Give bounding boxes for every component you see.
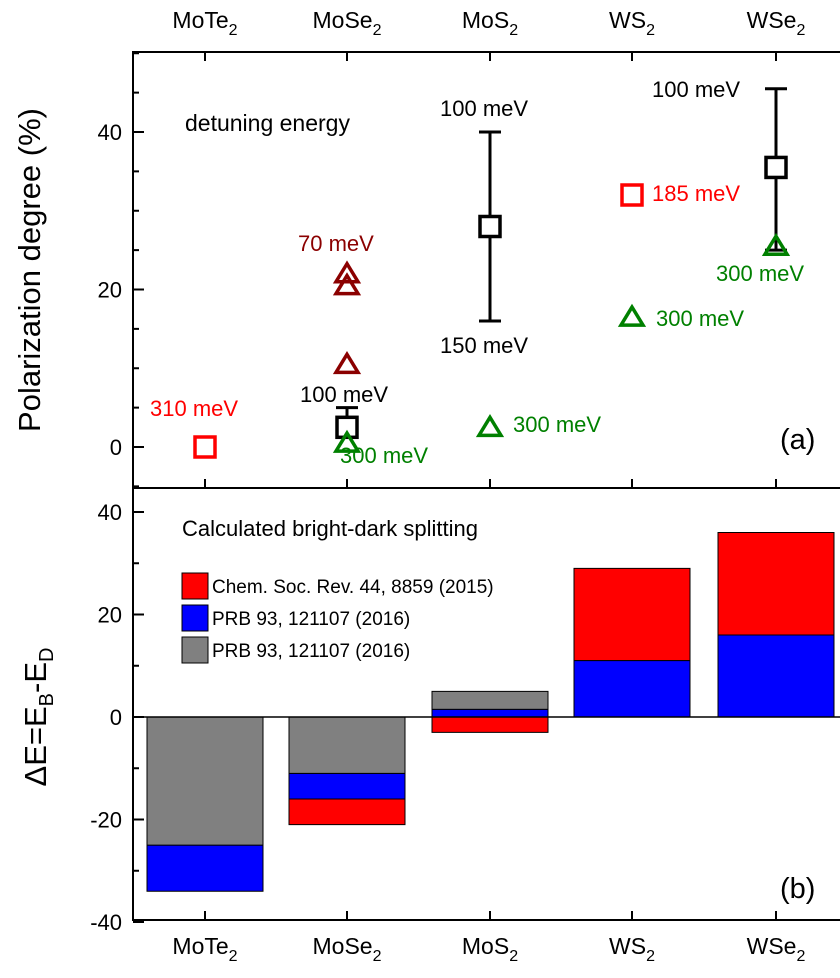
square-point	[478, 214, 502, 239]
category-label-top: WSe2	[747, 7, 806, 39]
panel-a-y-ticks: 0 20 40	[98, 52, 777, 488]
category-label-bottom: WSe2	[747, 933, 806, 965]
panel-a: 0 20 40 Polarization degree (%) detuning e…	[12, 51, 840, 489]
square-point	[764, 155, 788, 180]
top-category-labels: MoTe2 MoSe2 MoS2 WS2 WSe2	[172, 7, 805, 39]
panel-a-energy-labels: 310 meV 70 meV 100 meV 300 meV 100 meV 150 me…	[150, 77, 804, 468]
y-tick-label: -20	[90, 808, 122, 833]
energy-label: 300 meV	[656, 306, 744, 331]
triangle-point	[332, 272, 362, 296]
triangle-point	[332, 429, 362, 453]
bar-segment	[288, 798, 406, 826]
panel-a-annotation: detuning energy	[185, 110, 350, 136]
panel-a-y-axis-label: Polarization degree (%)	[12, 108, 47, 432]
category-label-bottom: WS2	[609, 933, 655, 965]
triangle-point	[617, 303, 647, 327]
energy-label: 300 meV	[340, 443, 428, 468]
square-point	[193, 435, 217, 459]
y-tick-label: 40	[98, 500, 122, 525]
energy-label: 100 meV	[440, 96, 528, 121]
energy-label: 185 meV	[652, 181, 740, 206]
panel-b: -40 -20 0 20 40 Calculated bright-dark split…	[18, 487, 840, 935]
legend-label: PRB 93, 121107 (2016)	[212, 609, 410, 630]
square-point	[335, 415, 359, 440]
bar-segment	[431, 708, 549, 718]
legend-swatch	[181, 636, 209, 664]
category-label-bottom: MoTe2	[172, 933, 237, 965]
energy-label: 300 meV	[513, 412, 601, 437]
y-tick-label: 0	[110, 435, 122, 460]
panel-a-data	[193, 87, 791, 459]
energy-label: 100 meV	[652, 77, 740, 102]
panel-b-label: (b)	[780, 873, 815, 905]
bar-segment	[573, 660, 691, 718]
bar-segment	[431, 716, 549, 733]
energy-label: 150 meV	[440, 333, 528, 358]
legend-label: PRB 93, 121107 (2016)	[212, 641, 410, 662]
legend-swatch	[181, 604, 209, 632]
category-label-top: MoTe2	[172, 7, 237, 39]
bar-segment	[717, 634, 835, 718]
y-tick-label: 20	[98, 278, 122, 303]
panel-b-title: Calculated bright-dark splitting	[182, 516, 478, 541]
panel-b-y-axis-label: ΔE=EB-ED	[18, 648, 58, 787]
panel-b-legend: Chem. Soc. Rev. 44, 8859 (2015) PRB 93, 1…	[181, 572, 494, 664]
category-label-top: MoSe2	[313, 7, 382, 39]
category-label-bottom: MoS2	[462, 933, 518, 965]
panel-b-y-ticks: -40 -20 0 20 40	[90, 500, 777, 935]
square-point	[620, 183, 644, 207]
triangle-point	[332, 260, 362, 284]
legend-label: Chem. Soc. Rev. 44, 8859 (2015)	[212, 577, 494, 598]
panel-a-label: (a)	[780, 424, 815, 456]
bar-segment	[573, 567, 691, 662]
energy-label: 310 meV	[150, 396, 238, 421]
category-label-top: MoS2	[462, 7, 518, 39]
y-tick-label: 20	[98, 603, 122, 628]
bar-segment	[288, 772, 406, 800]
bar-segment	[288, 716, 406, 774]
legend-swatch	[181, 572, 209, 600]
y-tick-label: 40	[98, 120, 122, 145]
category-label-bottom: MoSe2	[313, 933, 382, 965]
bar-segment	[146, 716, 264, 846]
category-label-top: WS2	[609, 7, 655, 39]
bar-segment	[717, 532, 835, 636]
triangle-point	[761, 232, 791, 256]
triangle-point	[475, 413, 505, 438]
panel-b-frame	[132, 487, 840, 921]
bar-segment	[431, 690, 549, 710]
energy-label: 100 meV	[300, 382, 388, 407]
bottom-category-labels: MoTe2 MoSe2 MoS2 WS2 WSe2	[172, 933, 805, 965]
y-tick-label: -40	[90, 910, 122, 935]
panel-b-bars	[146, 532, 835, 892]
energy-label: 300 meV	[716, 261, 804, 286]
energy-label: 70 meV	[298, 231, 374, 256]
y-tick-label: 0	[110, 705, 122, 730]
triangle-point	[332, 350, 362, 375]
bar-segment	[146, 844, 264, 892]
